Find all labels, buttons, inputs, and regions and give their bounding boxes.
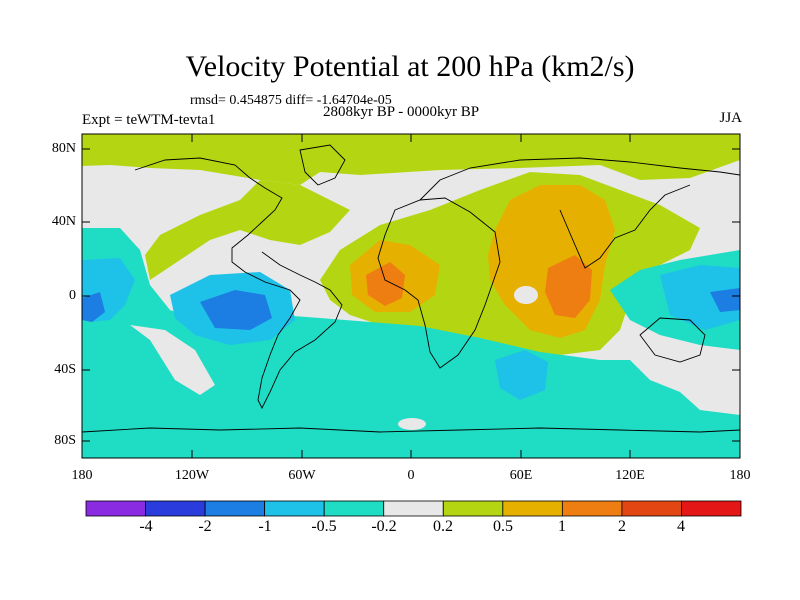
greenland-coastline xyxy=(299,144,346,186)
lat-label-80s: 80S xyxy=(54,433,76,448)
colorbar-swatch xyxy=(502,500,563,517)
colorbar-label: 1 xyxy=(558,518,566,535)
rmsd-diff-stats: rmsd= 0.454875 diff= -1.64704e-05 xyxy=(190,93,392,108)
colorbar-swatch xyxy=(145,500,206,517)
lat-label-equator: 0 xyxy=(69,288,76,303)
antarctica-coastline xyxy=(82,427,740,433)
colorbar-label: 2 xyxy=(618,518,626,535)
colorbar-swatch xyxy=(204,500,266,517)
lat-label-80n: 80N xyxy=(51,141,76,156)
field-north-positive xyxy=(82,134,740,185)
lon-label-60w: 60W xyxy=(288,468,316,483)
period-label: 2808kyr BP - 0000kyr BP xyxy=(323,104,480,120)
field-africa-1 xyxy=(366,262,405,306)
australia-coastline xyxy=(639,317,706,363)
colorbar-label: 0.2 xyxy=(433,518,453,535)
field-atlantic-positive xyxy=(145,180,350,280)
contour-field xyxy=(82,134,740,458)
field-antarctic-neutral xyxy=(398,418,426,430)
colorbar-swatch xyxy=(383,500,444,517)
field-neutral-hole xyxy=(514,286,538,304)
map-ticks xyxy=(81,134,741,458)
colorbar-swatch xyxy=(85,500,146,517)
lat-label-40s: 40S xyxy=(54,362,76,377)
colorbar-label: -2 xyxy=(198,518,212,535)
lat-label-40n: 40N xyxy=(51,214,76,229)
colorbar-swatch xyxy=(561,500,623,517)
colorbar-label: -0.2 xyxy=(371,518,397,535)
figure-title: Velocity Potential at 200 hPa (km2/s) xyxy=(185,50,635,83)
coastlines xyxy=(82,144,740,433)
field-south-negative xyxy=(82,228,740,458)
field-east-pacific-1 xyxy=(200,290,272,330)
season-label: JJA xyxy=(719,110,742,126)
field-southeast-pacific-neutral xyxy=(130,325,215,395)
colorbar-label: -0.5 xyxy=(311,518,337,535)
lon-label-120w: 120W xyxy=(174,468,210,483)
lon-label-60e: 60E xyxy=(509,468,533,483)
colorbar-label: -4 xyxy=(139,518,153,535)
lon-label-0: 0 xyxy=(407,468,415,483)
field-maritime-05 xyxy=(660,265,740,330)
experiment-label: Expt = teWTM-tevta1 xyxy=(82,112,216,128)
colorbar-swatch xyxy=(323,500,385,517)
lon-label-120e: 120E xyxy=(615,468,645,483)
field-indian-ocean-05 xyxy=(495,350,548,400)
colorbar xyxy=(85,500,742,517)
field-asia-1 xyxy=(545,255,592,318)
africa-coastline xyxy=(377,197,501,369)
colorbar-swatch xyxy=(264,500,325,517)
lon-label-180w: 180 xyxy=(71,468,93,483)
colorbar-label: 0.5 xyxy=(493,518,513,535)
field-dateline-1 xyxy=(710,288,740,312)
colorbar-label: 4 xyxy=(677,518,685,535)
field-west-pacific-1 xyxy=(82,292,105,322)
americas-coastline xyxy=(134,157,343,410)
colorbar-label: -1 xyxy=(258,518,272,535)
colorbar-swatch xyxy=(442,500,504,517)
lon-label-180e: 180 xyxy=(729,468,751,483)
colorbar-swatch xyxy=(681,500,742,517)
eurasia-coastline xyxy=(419,157,740,269)
colorbar-swatch xyxy=(621,500,682,517)
